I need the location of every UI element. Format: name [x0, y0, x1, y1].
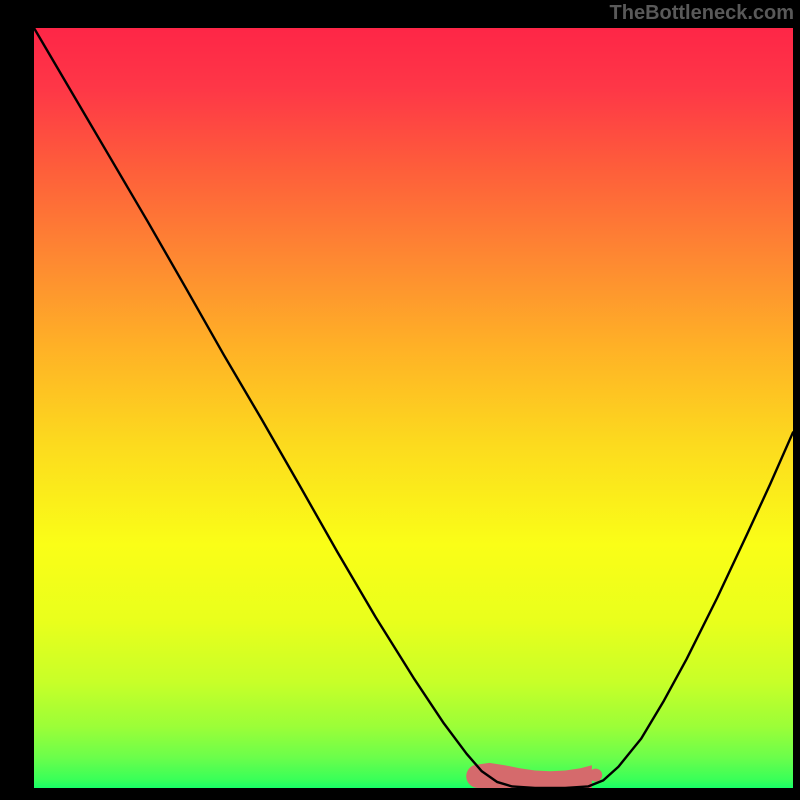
- frame-border: [0, 788, 800, 800]
- tolerance-band-end-marker: [589, 769, 602, 782]
- chart-svg: [0, 0, 800, 800]
- chart-container: TheBottleneck.com: [0, 0, 800, 800]
- frame-border: [793, 0, 800, 800]
- attribution-label: TheBottleneck.com: [610, 2, 794, 25]
- frame-border: [0, 0, 34, 800]
